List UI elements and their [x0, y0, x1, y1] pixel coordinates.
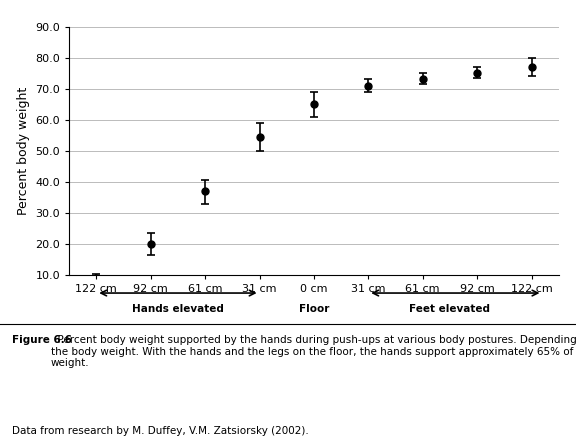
Text: Feet elevated: Feet elevated — [410, 304, 490, 314]
Text: Floor: Floor — [299, 304, 329, 314]
Text: Data from research by M. Duffey, V.M. Zatsiorsky (2002).: Data from research by M. Duffey, V.M. Za… — [12, 426, 308, 436]
Text: Figure 6.6: Figure 6.6 — [12, 335, 71, 345]
Text: Hands elevated: Hands elevated — [132, 304, 224, 314]
Y-axis label: Percent body weight: Percent body weight — [17, 87, 30, 215]
Text: Percent body weight supported by the hands during push-ups at various body postu: Percent body weight supported by the han… — [51, 335, 576, 369]
